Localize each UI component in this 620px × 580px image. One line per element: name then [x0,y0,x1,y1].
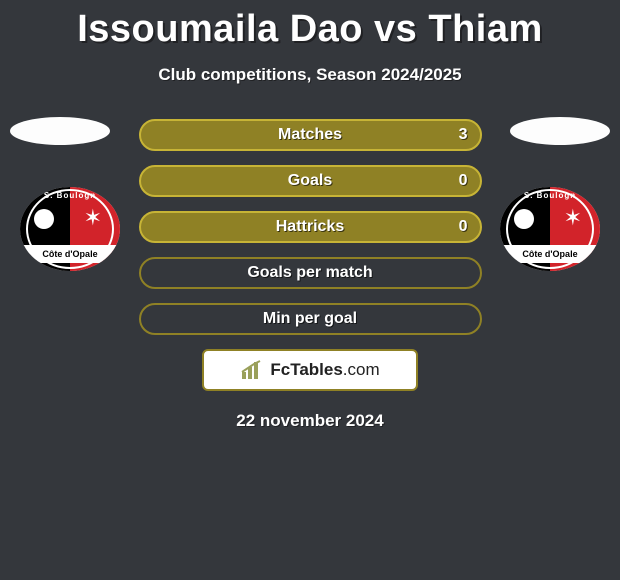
stat-right-value: 0 [459,213,468,241]
stat-right-value: 0 [459,167,468,195]
club-badge-right: S. Boulogn ✶ Côte d'Opale [500,187,600,271]
bars-icon [240,359,266,381]
subtitle: Club competitions, Season 2024/2025 [0,65,620,85]
country-ellipse-right [510,117,610,145]
stat-label: Hattricks [276,218,344,236]
stat-label: Min per goal [263,310,357,328]
stat-label: Goals per match [247,264,372,282]
country-ellipse-left [10,117,110,145]
stat-row: Matches 3 [139,119,482,151]
stat-label: Matches [278,126,342,144]
stats-rows: Matches 3 Goals 0 Hattricks 0 Goals per match M… [139,119,482,335]
stat-row: Hattricks 0 [139,211,482,243]
comparison-area: S. Boulogn ✶ Côte d'Opale S. Boulogn ✶ C… [0,119,620,431]
page-title: Issoumaila Dao vs Thiam [0,0,620,51]
stat-row: Goals 0 [139,165,482,197]
brand-name: FcTables.com [270,360,379,380]
stat-row: Min per goal [139,303,482,335]
stat-label: Goals [288,172,332,190]
club-badge-left: S. Boulogn ✶ Côte d'Opale [20,187,120,271]
stat-row: Goals per match [139,257,482,289]
brand-badge: FcTables.com [202,349,418,391]
generated-date: 22 november 2024 [0,411,620,431]
stat-right-value: 3 [459,121,468,149]
